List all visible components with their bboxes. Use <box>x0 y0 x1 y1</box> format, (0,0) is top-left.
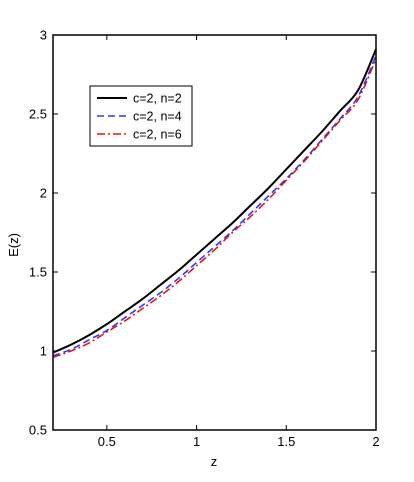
y-tick-label: 1 <box>40 344 47 359</box>
legend-label-3: c=2, n=6 <box>133 128 182 142</box>
axes-frame <box>52 34 377 431</box>
y-tick-label: 0.5 <box>29 423 47 438</box>
legend-label-2: c=2, n=4 <box>133 110 182 124</box>
legend-box <box>89 85 193 147</box>
legend: c=2, n=2 c=2, n=4 c=2, n=6 <box>89 85 193 147</box>
x-tick-label: 0.5 <box>98 434 116 449</box>
series-line-2 <box>52 55 377 357</box>
y-tick-label: 3 <box>40 28 47 43</box>
series-line-3 <box>52 58 377 359</box>
x-axis-title: z <box>211 454 218 469</box>
series-layer <box>52 48 377 359</box>
y-tick-label: 2 <box>40 186 47 201</box>
x-tick-label: 1 <box>193 434 200 449</box>
y-tick-label: 1.5 <box>29 265 47 280</box>
y-tick-label: 2.5 <box>29 107 47 122</box>
legend-label-1: c=2, n=2 <box>133 92 182 106</box>
y-axis-title: E(z) <box>6 233 21 257</box>
x-tick-label: 1.5 <box>277 434 295 449</box>
x-tick-label: 2 <box>372 434 379 449</box>
axes-layer: 0.5 1 1.5 2 0.5 1 1.5 2 2.5 3 <box>29 28 380 450</box>
series-line-1 <box>52 48 377 354</box>
